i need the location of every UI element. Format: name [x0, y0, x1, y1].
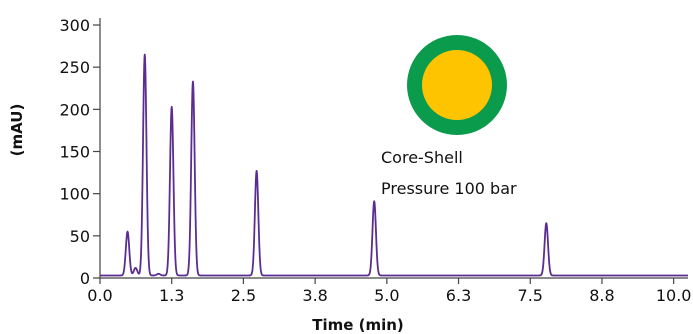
tick-labels: 0.0 1.3 2.5 3.8 5.0 6.3 7.5 8.8 10.0 0 50 100 150 200… [59, 16, 691, 305]
x-tick-label: 1.3 [159, 286, 184, 305]
y-tick-label: 300 [59, 16, 90, 35]
y-tick-label: 100 [59, 185, 90, 204]
annotation-pressure: Pressure 100 bar [381, 179, 517, 198]
y-axis-title: (mAU) [8, 104, 26, 157]
y-tick-label: 50 [70, 227, 90, 246]
x-tick-label: 10.0 [656, 286, 692, 305]
x-tick-label: 5.0 [374, 286, 399, 305]
y-tick-label: 0 [80, 269, 90, 288]
x-axis-title: Time (min) [312, 316, 404, 334]
y-tick-label: 200 [59, 100, 90, 119]
axes [99, 18, 688, 279]
y-tick-label: 250 [59, 58, 90, 77]
x-tick-label: 7.5 [518, 286, 543, 305]
x-tick-label: 6.3 [446, 286, 471, 305]
annotation-core-shell: Core-Shell [381, 148, 463, 167]
ticks [93, 24, 675, 284]
x-tick-label: 0.0 [87, 286, 112, 305]
particle-core-circle [422, 50, 492, 120]
x-tick-label: 3.8 [302, 286, 327, 305]
core-shell-particle-icon [407, 35, 507, 135]
y-tick-label: 150 [59, 143, 90, 162]
chromatogram-trace [99, 53, 689, 277]
x-tick-label: 8.8 [589, 286, 614, 305]
x-tick-label: 2.5 [231, 286, 256, 305]
